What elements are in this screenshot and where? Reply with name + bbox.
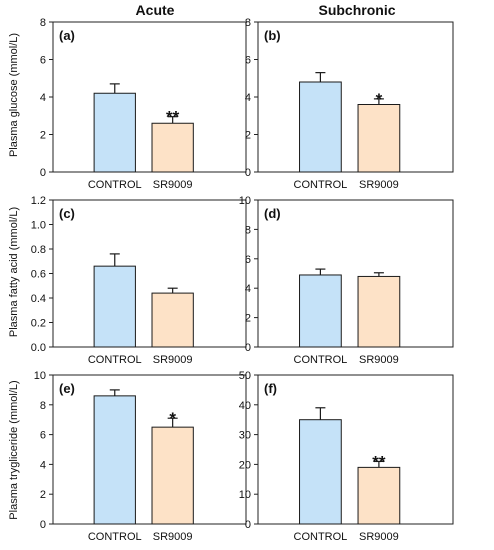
panel-f-chart: 0 10 20 30 40 50 (f) CONTROL ** SR9009 xyxy=(239,370,454,543)
bar-sr9009 xyxy=(151,292,194,348)
bar-control xyxy=(299,274,342,348)
y-tick-label: 0 xyxy=(245,167,251,179)
y-tick-label: 0 xyxy=(40,167,46,179)
panel-label: (d) xyxy=(264,206,281,221)
panel-c-chart: 0.0 0.2 0.4 0.6 0.8 1.0 1.2 (c) CONTROL SR9009 xyxy=(31,195,247,366)
y-tick-label: 0.2 xyxy=(31,318,46,330)
category-label: SR9009 xyxy=(359,531,399,543)
bar-sr9009 xyxy=(357,275,401,348)
bar-sr9009 xyxy=(357,104,401,173)
category-label: SR9009 xyxy=(153,354,193,366)
y-tick-label: 0.6 xyxy=(31,269,46,281)
ylabel-triglyceride: Plasma trygliceride (mmol/L) xyxy=(8,380,20,519)
category-label: CONTROL xyxy=(88,179,142,191)
y-tick-label: 0 xyxy=(245,342,251,354)
y-tick-label: 2 xyxy=(40,130,46,142)
panel-label: (e) xyxy=(59,381,75,396)
panel-d-chart: 0 2 4 6 8 10 (d) CONTROL SR9009 xyxy=(239,195,454,366)
y-tick-label: 1.2 xyxy=(31,195,46,207)
y-tick-label: 8 xyxy=(245,224,251,236)
y-tick-label: 10 xyxy=(239,195,251,207)
y-tick-label: 0.4 xyxy=(31,293,46,305)
y-tick-label: 6 xyxy=(40,430,46,442)
bar-sr9009 xyxy=(151,426,194,525)
plot-frame xyxy=(257,374,454,525)
y-tick-label: 50 xyxy=(239,370,251,382)
column-title-subchronic: Subchronic xyxy=(318,2,395,18)
bar-control xyxy=(299,81,342,173)
y-tick-label: 8 xyxy=(40,17,46,29)
y-tick-label: 2 xyxy=(245,130,251,142)
panel-label: (c) xyxy=(59,206,75,221)
category-label: SR9009 xyxy=(153,179,193,191)
y-tick-label: 8 xyxy=(40,400,46,412)
category-label: SR9009 xyxy=(359,354,399,366)
y-tick-label: 8 xyxy=(245,17,251,29)
y-tick-label: 0.0 xyxy=(31,342,46,354)
plot-frame xyxy=(52,21,247,173)
category-label: CONTROL xyxy=(294,354,348,366)
panel-a-chart: 0 2 4 6 8 (a) CONTROL ** SR9009 xyxy=(40,17,247,191)
significance-marker: * xyxy=(376,90,383,109)
category-label: CONTROL xyxy=(294,179,348,191)
y-tick-label: 4 xyxy=(245,283,251,295)
bar-control xyxy=(93,395,136,525)
y-tick-label: 2 xyxy=(40,489,46,501)
category-label: SR9009 xyxy=(153,531,193,543)
ylabel-glucose: Plasma glucose (mmol/L) xyxy=(8,33,20,157)
y-tick-label: 4 xyxy=(40,92,46,104)
y-tick-label: 4 xyxy=(245,92,251,104)
y-tick-label: 20 xyxy=(239,459,251,471)
plot-frame xyxy=(52,199,247,348)
column-title-acute: Acute xyxy=(136,2,175,18)
y-tick-label: 1.0 xyxy=(31,220,46,232)
category-label: CONTROL xyxy=(88,354,142,366)
panel-b-chart: 0 2 4 6 8 (b) CONTROL * SR9009 xyxy=(245,17,454,191)
y-tick-label: 0 xyxy=(40,519,46,531)
panel-label: (b) xyxy=(264,28,281,43)
ylabel-fatty-acid: Plasma fatty acid (mmol/L) xyxy=(8,207,20,337)
plot-frame xyxy=(257,199,454,348)
panel-label: (f) xyxy=(264,381,277,396)
bar-control xyxy=(299,419,342,525)
plot-frame xyxy=(257,21,454,173)
panel-label: (a) xyxy=(59,28,75,43)
significance-marker: ** xyxy=(372,452,386,471)
y-tick-label: 40 xyxy=(239,400,251,412)
y-tick-label: 4 xyxy=(40,459,46,471)
bar-control xyxy=(93,265,136,348)
y-tick-label: 0.8 xyxy=(31,244,46,256)
y-tick-label: 6 xyxy=(40,55,46,67)
category-label: CONTROL xyxy=(294,531,348,543)
panel-e-chart: 0 2 4 6 8 10 (e) CONTROL * SR9009 xyxy=(34,370,247,543)
plot-frame xyxy=(52,374,247,525)
bar-sr9009 xyxy=(357,466,401,525)
y-tick-label: 30 xyxy=(239,430,251,442)
y-tick-label: 0 xyxy=(245,519,251,531)
y-tick-label: 6 xyxy=(245,55,251,67)
bar-control xyxy=(93,92,136,173)
y-tick-label: 10 xyxy=(34,370,46,382)
significance-marker: * xyxy=(169,409,176,428)
category-label: CONTROL xyxy=(88,531,142,543)
category-label: SR9009 xyxy=(359,179,399,191)
y-tick-label: 2 xyxy=(245,313,251,325)
y-tick-label: 6 xyxy=(245,254,251,266)
significance-marker: ** xyxy=(166,108,180,127)
bar-sr9009 xyxy=(151,122,194,173)
y-tick-label: 10 xyxy=(239,489,251,501)
